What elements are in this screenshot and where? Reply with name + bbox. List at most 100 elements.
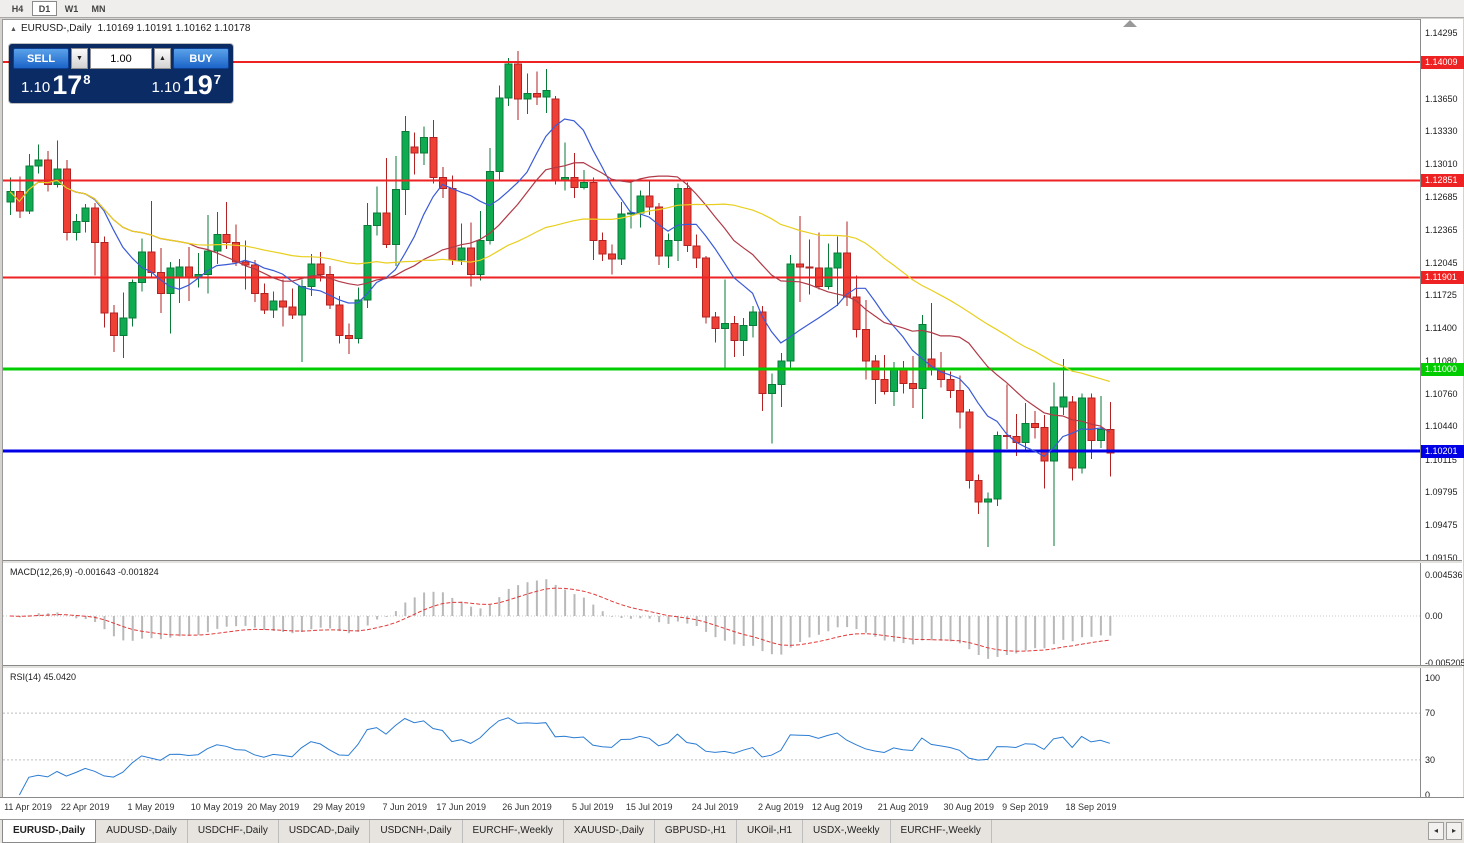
timeframe-button-mn[interactable]: MN bbox=[86, 1, 111, 16]
chart-tab[interactable]: USDCAD-,Daily bbox=[279, 820, 371, 843]
buy-price-display: 1.10 19 7 bbox=[151, 70, 221, 100]
date-label: 18 Sep 2019 bbox=[1065, 802, 1117, 812]
tab-scroll-controls: ◂ ▸ bbox=[1428, 822, 1462, 840]
date-label: 22 Apr 2019 bbox=[60, 802, 110, 812]
date-label: 15 Jul 2019 bbox=[625, 802, 673, 812]
timeframe-toolbar: H4 D1 W1 MN bbox=[0, 0, 1464, 18]
one-click-toggle-icon[interactable]: ▲ bbox=[10, 26, 17, 33]
moving-averages-layer bbox=[9, 118, 1111, 458]
rsi-pane[interactable] bbox=[0, 668, 1420, 797]
date-label: 10 May 2019 bbox=[190, 802, 243, 812]
chart-tab[interactable]: AUDUSD-,Daily bbox=[96, 820, 188, 843]
rsi-axis-label: 70 bbox=[1425, 708, 1436, 718]
price-tick-label: 1.13330 bbox=[1425, 126, 1458, 136]
date-label: 29 May 2019 bbox=[312, 802, 366, 812]
macd-signal-line bbox=[9, 587, 1110, 652]
hlines-layer bbox=[3, 61, 1420, 453]
tab-scroll-right-button[interactable]: ▸ bbox=[1446, 822, 1462, 840]
price-tick-label: 1.10760 bbox=[1425, 389, 1458, 399]
price-tick-label: 1.12365 bbox=[1425, 225, 1458, 235]
rsi-axis-label: 0 bbox=[1425, 790, 1431, 800]
date-label: 7 Jun 2019 bbox=[382, 802, 428, 812]
price-tick-label: 1.13010 bbox=[1425, 159, 1458, 169]
price-level-badge: 1.11901 bbox=[1421, 271, 1464, 284]
chart-title: ▲ EURUSD-,Daily 1.10169 1.10191 1.10162 1.… bbox=[10, 23, 250, 34]
date-label: 20 May 2019 bbox=[247, 802, 300, 812]
volume-input[interactable] bbox=[90, 48, 152, 69]
sell-price-pips: 17 bbox=[52, 70, 83, 100]
price-tick-label: 1.12685 bbox=[1425, 192, 1458, 202]
timeframe-button-d1[interactable]: D1 bbox=[32, 1, 57, 16]
macd-axis-label: 0.004536 bbox=[1425, 570, 1463, 580]
chart-tab[interactable]: EURCHF-,Weekly bbox=[463, 820, 564, 843]
chart-tab[interactable]: USDX-,Weekly bbox=[803, 820, 891, 843]
date-label: 21 Aug 2019 bbox=[877, 802, 929, 812]
macd-pane[interactable] bbox=[0, 563, 1420, 666]
rsi-axis-label: 30 bbox=[1425, 755, 1436, 765]
price-tick-label: 1.13650 bbox=[1425, 94, 1458, 104]
price-tick-label: 1.10115 bbox=[1425, 455, 1457, 465]
buy-button[interactable]: BUY bbox=[173, 48, 229, 69]
buy-price-point: 7 bbox=[213, 72, 221, 87]
sell-price-display: 1.10 17 8 bbox=[21, 70, 91, 100]
sell-button[interactable]: SELL bbox=[13, 48, 69, 69]
price-axis[interactable]: 1.14295 1.13650 1.13330 1.13010 1.12685 1.123… bbox=[1420, 19, 1464, 800]
chart-tab[interactable]: EURUSD-,Daily bbox=[2, 820, 97, 843]
rsi-axis-label: 100 bbox=[1425, 673, 1441, 683]
macd-label: MACD(12,26,9) -0.001643 -0.001824 bbox=[10, 567, 159, 577]
volume-decrease-button[interactable]: ▼ bbox=[71, 48, 88, 69]
price-level-badge: 1.11000 bbox=[1421, 363, 1464, 376]
rsi-line bbox=[18, 717, 1110, 796]
date-label: 30 Aug 2019 bbox=[943, 802, 995, 812]
chart-tab[interactable]: UKOil-,H1 bbox=[737, 820, 804, 843]
price-tick-label: 1.10440 bbox=[1425, 421, 1458, 431]
macd-axis-label: -0.005205 bbox=[1425, 658, 1464, 668]
chart-window bbox=[2, 19, 1462, 818]
date-label: 17 Jun 2019 bbox=[436, 802, 486, 812]
chart-tab[interactable]: USDCHF-,Daily bbox=[188, 820, 279, 843]
price-tick-label: 1.12045 bbox=[1425, 258, 1458, 268]
chart-tab[interactable]: XAUUSD-,Daily bbox=[564, 820, 655, 843]
buy-price-pips: 19 bbox=[182, 70, 213, 100]
price-level-badge: 1.14009 bbox=[1421, 56, 1464, 69]
macd-axis-label: 0.00 bbox=[1425, 611, 1443, 621]
price-level-badge: 1.10201 bbox=[1421, 445, 1464, 458]
timeframe-button-w1[interactable]: W1 bbox=[59, 1, 84, 16]
chart-ohlc-values: 1.10169 1.10191 1.10162 1.10178 bbox=[97, 23, 251, 34]
date-label: 11 Apr 2019 bbox=[4, 802, 52, 812]
timeframe-button-h4[interactable]: H4 bbox=[5, 1, 30, 16]
price-tick-label: 1.09475 bbox=[1425, 520, 1458, 530]
price-tick-label: 1.11725 bbox=[1425, 290, 1457, 300]
chart-tabs: EURUSD-,Daily AUDUSD-,Daily USDCHF-,Daily U… bbox=[2, 820, 992, 843]
price-tick-label: 1.11400 bbox=[1425, 323, 1457, 333]
chart-tab[interactable]: GBPUSD-,H1 bbox=[655, 820, 738, 843]
price-level-badge: 1.12851 bbox=[1421, 174, 1464, 187]
pane-splitter-macd[interactable] bbox=[3, 560, 1462, 563]
date-label: 26 Jun 2019 bbox=[502, 802, 552, 812]
price-tick-label: 1.14295 bbox=[1425, 28, 1458, 38]
chart-shift-marker bbox=[1123, 20, 1137, 27]
date-axis[interactable]: 11 Apr 2019 22 Apr 2019 1 May 2019 10 May 2… bbox=[0, 797, 1464, 819]
rsi-label: RSI(14) 45.0420 bbox=[10, 672, 77, 682]
chart-tab[interactable]: EURCHF-,Weekly bbox=[891, 820, 992, 843]
date-label: 24 Jul 2019 bbox=[691, 802, 739, 812]
chart-symbol-label: EURUSD-,Daily bbox=[20, 23, 92, 34]
main-price-pane[interactable] bbox=[0, 18, 1420, 563]
date-label: 5 Jul 2019 bbox=[572, 802, 614, 812]
sell-price-major: 1.10 bbox=[21, 79, 51, 96]
tab-scroll-left-button[interactable]: ◂ bbox=[1428, 822, 1444, 840]
volume-increase-button[interactable]: ▲ bbox=[154, 48, 171, 69]
sell-price-point: 8 bbox=[83, 72, 91, 87]
buy-price-major: 1.10 bbox=[151, 79, 181, 96]
date-label: 2 Aug 2019 bbox=[758, 802, 804, 812]
price-tick-label: 1.09795 bbox=[1425, 487, 1458, 497]
macd-histogram-layer bbox=[18, 579, 1112, 659]
price-tick-label: 1.11080 bbox=[1425, 356, 1457, 366]
chart-tab-bar: EURUSD-,Daily AUDUSD-,Daily USDCHF-,Daily U… bbox=[0, 819, 1464, 843]
date-label: 9 Sep 2019 bbox=[1002, 802, 1049, 812]
pane-splitter-rsi[interactable] bbox=[3, 665, 1462, 668]
chart-tab[interactable]: USDCNH-,Daily bbox=[370, 820, 463, 843]
date-label: 1 May 2019 bbox=[127, 802, 175, 812]
